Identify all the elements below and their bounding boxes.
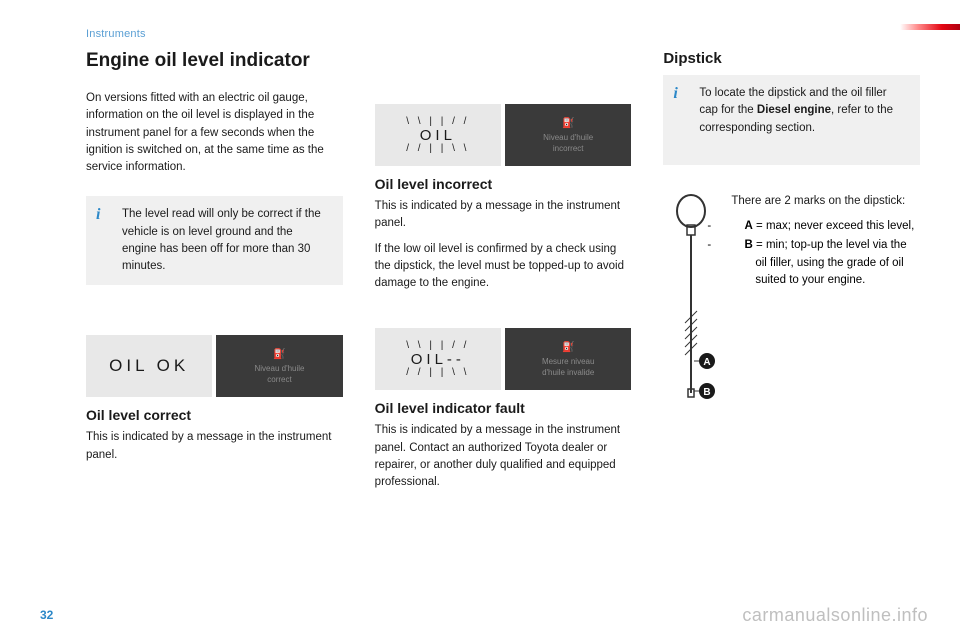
mark-a-item: - A = max; never exceed this level, (731, 218, 920, 235)
display-line2: correct (267, 375, 291, 384)
display-lcd-left: \ \ | | / / OIL-- / / | | \ \ (375, 328, 501, 390)
info-icon: i (673, 85, 689, 101)
display-line2: d'huile invalide (542, 368, 594, 377)
info-text-dipstick: To locate the dipstick and the oil fille… (699, 85, 906, 137)
sub-text-fault: This is indicated by a message in the in… (375, 422, 632, 491)
info-box-level-ground: i The level read will only be correct if… (86, 196, 343, 285)
info-text: The level read will only be correct if t… (122, 206, 329, 275)
sub-text-incorrect-1: This is indicated by a message in the in… (375, 198, 632, 233)
oil-text: OIL (420, 128, 456, 143)
page-title: Engine oil level indicator (86, 50, 343, 72)
sub-heading-fault: Oil level indicator fault (375, 400, 632, 416)
sub-heading-incorrect: Oil level incorrect (375, 176, 632, 192)
display-line1: Niveau d'huile (255, 364, 305, 373)
svg-text:B: B (704, 387, 711, 398)
oil-can-icon: ⛽ (273, 349, 285, 360)
display-lcd-right: ⛽ Niveau d'huile correct (216, 335, 342, 397)
sub-text-correct: This is indicated by a message in the in… (86, 429, 343, 464)
info-box-dipstick: i To locate the dipstick and the oil fil… (663, 75, 920, 165)
burst-rays-bottom: / / | | \ \ (406, 368, 469, 378)
svg-text:A: A (704, 357, 711, 368)
display-lcd-right: ⛽ Mesure niveau d'huile invalide (505, 328, 631, 390)
display-line2: incorrect (553, 144, 584, 153)
sub-text-incorrect-2: If the low oil level is confirmed by a c… (375, 241, 632, 293)
dipstick-heading: Dipstick (663, 50, 920, 67)
sub-heading-correct: Oil level correct (86, 407, 343, 423)
display-oil-incorrect: \ \ | | / / OIL / / | | \ \ ⛽ Niveau d'h… (375, 104, 632, 166)
manual-page: Instruments Engine oil level indicator O… (0, 0, 960, 640)
display-lcd-right: ⛽ Niveau d'huile incorrect (505, 104, 631, 166)
column-3: Dipstick i To locate the dipstick and th… (663, 50, 920, 499)
oil-can-icon: ⛽ (562, 118, 574, 129)
mark-b-item: - B = min; top-up the level via the oil … (731, 237, 920, 289)
burst-rays-bottom: / / | | \ \ (406, 144, 469, 154)
oil-ok-text: OIL OK (109, 356, 189, 376)
page-number: 32 (40, 608, 53, 622)
display-lcd-left: \ \ | | / / OIL / / | | \ \ (375, 104, 501, 166)
intro-paragraph: On versions fitted with an electric oil … (86, 90, 343, 176)
display-line1: Mesure niveau (542, 357, 594, 366)
dipstick-text: There are 2 marks on the dipstick: - A =… (731, 193, 920, 418)
dipstick-figure-row: A B There are 2 marks on the dipstick: -… (663, 193, 920, 418)
oil-text: OIL-- (411, 352, 465, 367)
oil-can-icon: ⛽ (562, 342, 574, 353)
section-label: Instruments (86, 28, 920, 40)
display-oil-fault: \ \ | | / / OIL-- / / | | \ \ ⛽ Mesure n… (375, 328, 632, 390)
column-1: Engine oil level indicator On versions f… (86, 50, 343, 499)
dipstick-marks-list: - A = max; never exceed this level, - B … (731, 218, 920, 289)
watermark: carmanualsonline.info (742, 605, 928, 626)
edge-gradient-bar (900, 24, 960, 30)
column-2: \ \ | | / / OIL / / | | \ \ ⛽ Niveau d'h… (375, 50, 632, 499)
display-oil-ok: OIL OK ⛽ Niveau d'huile correct (86, 335, 343, 397)
info-icon: i (96, 206, 112, 222)
dipstick-intro: There are 2 marks on the dipstick: (731, 193, 920, 210)
burst-rays-top: \ \ | | / / (406, 117, 469, 127)
oil-burst-icon: \ \ | | / / OIL / / | | \ \ (406, 117, 469, 154)
display-line1: Niveau d'huile (543, 133, 593, 142)
content-columns: Engine oil level indicator On versions f… (86, 50, 920, 499)
oil-burst-icon: \ \ | | / / OIL-- / / | | \ \ (406, 341, 469, 378)
burst-rays-top: \ \ | | / / (406, 341, 469, 351)
display-lcd-left: OIL OK (86, 335, 212, 397)
